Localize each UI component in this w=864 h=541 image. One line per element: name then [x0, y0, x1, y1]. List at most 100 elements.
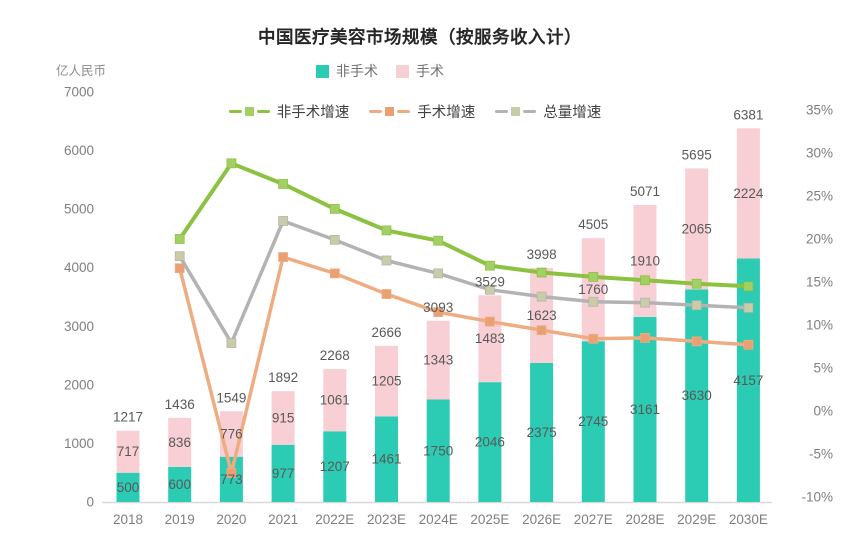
nonsurgical-value-label: 4157: [733, 373, 763, 388]
total-value-label: 3093: [423, 300, 453, 315]
surgical-value-label: 1910: [630, 253, 660, 268]
category-label: 2020: [216, 512, 246, 527]
nonsurgical-growth-marker: [743, 281, 754, 292]
surgical-growth-marker: [433, 307, 444, 317]
left-axis-tick: 2000: [64, 377, 94, 392]
right-axis-tick: 20%: [806, 232, 833, 247]
bar-segment-nonsurgical: [168, 466, 192, 502]
total-value-label: 3998: [527, 247, 557, 262]
total-value-label: 1436: [165, 397, 195, 412]
legend-label: 非手术: [336, 63, 378, 79]
total-value-label: 5695: [682, 147, 712, 162]
nonsurgical-value-label: 3630: [682, 388, 712, 403]
nonsurgical-growth-marker: [226, 158, 237, 169]
bar-segment-surgical: [116, 430, 140, 473]
nonsurgical-growth-marker: [640, 275, 650, 286]
surgical-value-label: 1061: [320, 393, 350, 408]
surgical-growth-marker: [278, 252, 288, 262]
surgical-growth-marker: [381, 289, 392, 299]
total-growth-marker: [226, 338, 237, 348]
nonsurgical-value-label: 2745: [578, 414, 608, 429]
category-label: 2024E: [419, 512, 458, 527]
total-value-label: 2666: [371, 325, 401, 340]
left-axis-tick: 1000: [64, 436, 94, 451]
total-growth-marker: [743, 302, 754, 313]
total-growth-line: [177, 219, 751, 345]
category-label: 2025E: [470, 512, 509, 527]
total-growth-marker: [278, 216, 288, 226]
left-axis-tick: 0: [86, 495, 94, 510]
category-label: 2018: [113, 512, 143, 527]
nonsurgical-growth-marker: [278, 179, 288, 189]
bar-segment-surgical: [633, 204, 657, 317]
legend-item-surgical-growth: 手术增速: [369, 101, 475, 122]
legend-label: 手术: [416, 63, 444, 79]
total-value-label: 1549: [216, 390, 246, 405]
surgical-value-label: 1623: [527, 308, 557, 323]
right-axis-tick: -5%: [809, 447, 833, 462]
legend-item-nonsurgical: 非手术: [316, 61, 378, 81]
bar-segment-surgical: [685, 168, 709, 290]
bar-segment-surgical: [530, 267, 554, 363]
total-value-label: 2268: [320, 348, 350, 363]
legend-label: 总量增速: [543, 105, 602, 121]
legend-item-surgical: 手术: [396, 61, 444, 81]
nonsurgical-growth-marker: [381, 225, 392, 236]
right-axis-tick: 10%: [806, 318, 833, 333]
bar-segment-nonsurgical: [581, 341, 605, 502]
bar-segment-surgical: [375, 345, 398, 417]
surgical-value-label: 915: [272, 410, 295, 425]
surgical-value-label: 1205: [371, 374, 401, 389]
surgical-growth-marker: [743, 339, 754, 350]
bar-segment-surgical: [271, 391, 295, 445]
surgical-growth-line: [177, 255, 751, 475]
category-label: 2019: [165, 512, 195, 527]
right-axis-tick: 0%: [813, 404, 833, 419]
category-label: 2029E: [677, 512, 716, 527]
nonsurgical-swatch-icon: [316, 64, 329, 78]
surgical-value-label: 2065: [682, 221, 712, 236]
total-growth-marker: [433, 268, 444, 279]
nonsurgical-value-label: 773: [220, 472, 243, 487]
bar-segment-nonsurgical: [219, 456, 243, 502]
nonsurgical-value-label: 1207: [320, 459, 350, 474]
left-axis-tick: 6000: [64, 143, 94, 158]
right-axis-tick: 15%: [806, 275, 833, 290]
category-label: 2027E: [574, 512, 613, 527]
bar-segment-surgical: [168, 417, 192, 467]
total-growth-marker: [381, 255, 392, 266]
surgical-swatch-icon: [396, 64, 409, 78]
nonsurgical-value-label: 1750: [423, 443, 453, 458]
bar-segment-surgical: [323, 369, 347, 432]
chart-title: 中国医疗美容市场规模（按服务收入计）: [258, 27, 582, 47]
bar-segment-nonsurgical: [530, 362, 554, 502]
surgical-growth-marker: [485, 316, 495, 327]
bar-segment-surgical: [426, 320, 450, 400]
nonsurgical-value-label: 977: [272, 466, 295, 481]
surgical-value-label: 717: [117, 444, 140, 459]
nonsurgical-growth-marker: [174, 234, 185, 244]
bar-segment-nonsurgical: [633, 316, 657, 502]
category-label: 2026E: [522, 512, 561, 527]
left-axis-unit-label: 亿人民币: [56, 64, 107, 78]
nonsurgical-growth-marker: [329, 204, 340, 214]
legend-label: 手术增速: [417, 105, 476, 121]
bar-segment-nonsurgical: [736, 258, 760, 502]
legend-item-nonsurgical-growth: 非手术增速: [228, 101, 349, 122]
bar-segment-surgical: [581, 238, 605, 342]
right-axis-tick: 30%: [806, 146, 833, 161]
gray-line-marker-icon: [495, 107, 537, 116]
surgical-growth-marker: [691, 336, 702, 347]
surgical-growth-marker: [640, 333, 650, 343]
category-label: 2022E: [315, 512, 354, 527]
category-label: 2028E: [625, 512, 664, 527]
nonsurgical-value-label: 3161: [630, 402, 660, 417]
nonsurgical-growth-marker: [691, 278, 702, 289]
nonsurgical-value-label: 1461: [371, 452, 401, 467]
nonsurgical-growth-marker: [536, 267, 547, 278]
total-growth-marker: [329, 234, 340, 245]
bar-segment-surgical: [478, 295, 502, 383]
surgical-value-label: 836: [168, 435, 191, 450]
